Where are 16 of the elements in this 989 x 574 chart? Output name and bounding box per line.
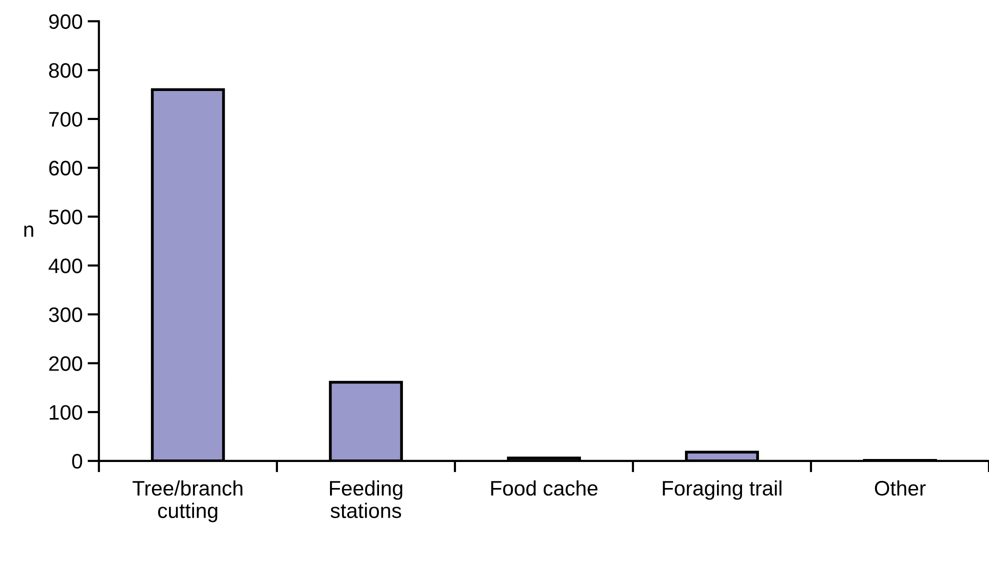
x-tick-label: Other: [874, 480, 926, 496]
y-tick-label: 200: [49, 356, 82, 371]
x-tick-label: Foraging trail: [662, 480, 782, 500]
x-tick-label: Food cache: [491, 480, 598, 496]
y-tick-label: 700: [49, 112, 82, 127]
y-tick-label: 500: [49, 210, 82, 224]
y-tick-label: 400: [48, 258, 82, 274]
y-tick-label: 0: [72, 454, 82, 469]
y-tick-label: 100: [50, 405, 82, 420]
y-axis-title: n: [24, 226, 34, 237]
x-tick-label: Tree/branch cutting: [132, 480, 242, 522]
y-tick-label: 900: [49, 14, 82, 29]
x-tick-label: Feeding stations: [330, 480, 402, 518]
y-tick-label: 600: [49, 160, 82, 176]
y-tick-label: 800: [49, 63, 82, 78]
y-tick-label: 300: [48, 307, 82, 322]
